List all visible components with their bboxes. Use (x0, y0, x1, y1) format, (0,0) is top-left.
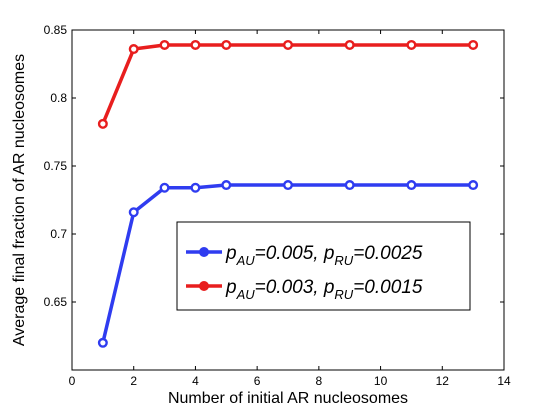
legend-blue-eq1: =0.005, (255, 243, 324, 264)
y-tick-label: 0.8 (50, 91, 67, 105)
x-tick-label: 12 (436, 374, 450, 388)
x-tick-label: 0 (69, 374, 76, 388)
y-tick-label: 0.85 (44, 23, 68, 37)
legend-marker-red (199, 281, 209, 291)
plot-frame (71, 29, 505, 371)
data-point-blue (221, 180, 232, 191)
x-tick-label: 4 (192, 374, 199, 388)
legend-red-sub2: RU (334, 287, 353, 302)
data-point-red (344, 39, 355, 50)
legend-label-blue: pAU=0.005, pRU=0.0025 (225, 243, 423, 268)
legend-blue-p1: p (225, 243, 237, 264)
legend-box (176, 221, 471, 311)
data-point-red (190, 39, 201, 50)
legend-blue-sub2: RU (334, 253, 353, 268)
series-layer (97, 39, 479, 348)
y-tick-label: 0.65 (44, 295, 68, 309)
data-point-red (468, 39, 479, 50)
x-tick-label: 14 (497, 374, 511, 388)
data-point-blue (406, 180, 417, 191)
data-point-red (97, 118, 108, 129)
y-tick-label: 0.7 (50, 227, 67, 241)
data-point-blue (190, 182, 201, 193)
x-axis-label: Number of initial AR nucleosomes (168, 390, 408, 407)
data-point-blue (283, 180, 294, 191)
x-tick-label: 2 (130, 374, 137, 388)
legend-marker-blue (199, 247, 209, 257)
legend-red-sub1: AU (236, 287, 256, 302)
y-tick-label: 0.75 (44, 159, 68, 173)
legend-entry-red: pAU=0.003, pRU=0.0015 (186, 277, 423, 302)
x-tick-label: 10 (374, 374, 388, 388)
x-tick-label: 8 (316, 374, 323, 388)
data-point-red (283, 39, 294, 50)
data-point-blue (97, 337, 108, 348)
data-point-blue (468, 180, 479, 191)
legend-red-p1: p (225, 277, 237, 298)
data-point-blue (159, 182, 170, 193)
data-point-red (221, 39, 232, 50)
y-axis: 0.65 0.7 0.75 0.8 0.85 (44, 23, 504, 309)
legend-entry-blue: pAU=0.005, pRU=0.0025 (186, 243, 423, 268)
legend-blue-sub1: AU (236, 253, 256, 268)
legend-red-eq2: =0.0015 (353, 277, 423, 298)
legend: pAU=0.005, pRU=0.0025 pAU=0.003, pRU=0.0… (176, 221, 471, 311)
x-axis: 0 2 4 6 8 10 12 14 (69, 30, 511, 388)
data-point-red (406, 39, 417, 50)
data-point-red (159, 39, 170, 50)
legend-blue-p2: p (323, 243, 335, 264)
legend-red-p2: p (323, 277, 335, 298)
data-point-blue (128, 207, 139, 218)
legend-blue-eq2: =0.0025 (353, 243, 423, 264)
x-tick-label: 6 (254, 374, 261, 388)
legend-label-red: pAU=0.003, pRU=0.0015 (225, 277, 423, 302)
plot-area (72, 30, 504, 370)
data-point-blue (344, 180, 355, 191)
data-point-red (128, 44, 139, 55)
y-axis-label: Average final fraction of AR nucleosomes (11, 54, 28, 346)
legend-red-eq1: =0.003, (255, 277, 324, 298)
